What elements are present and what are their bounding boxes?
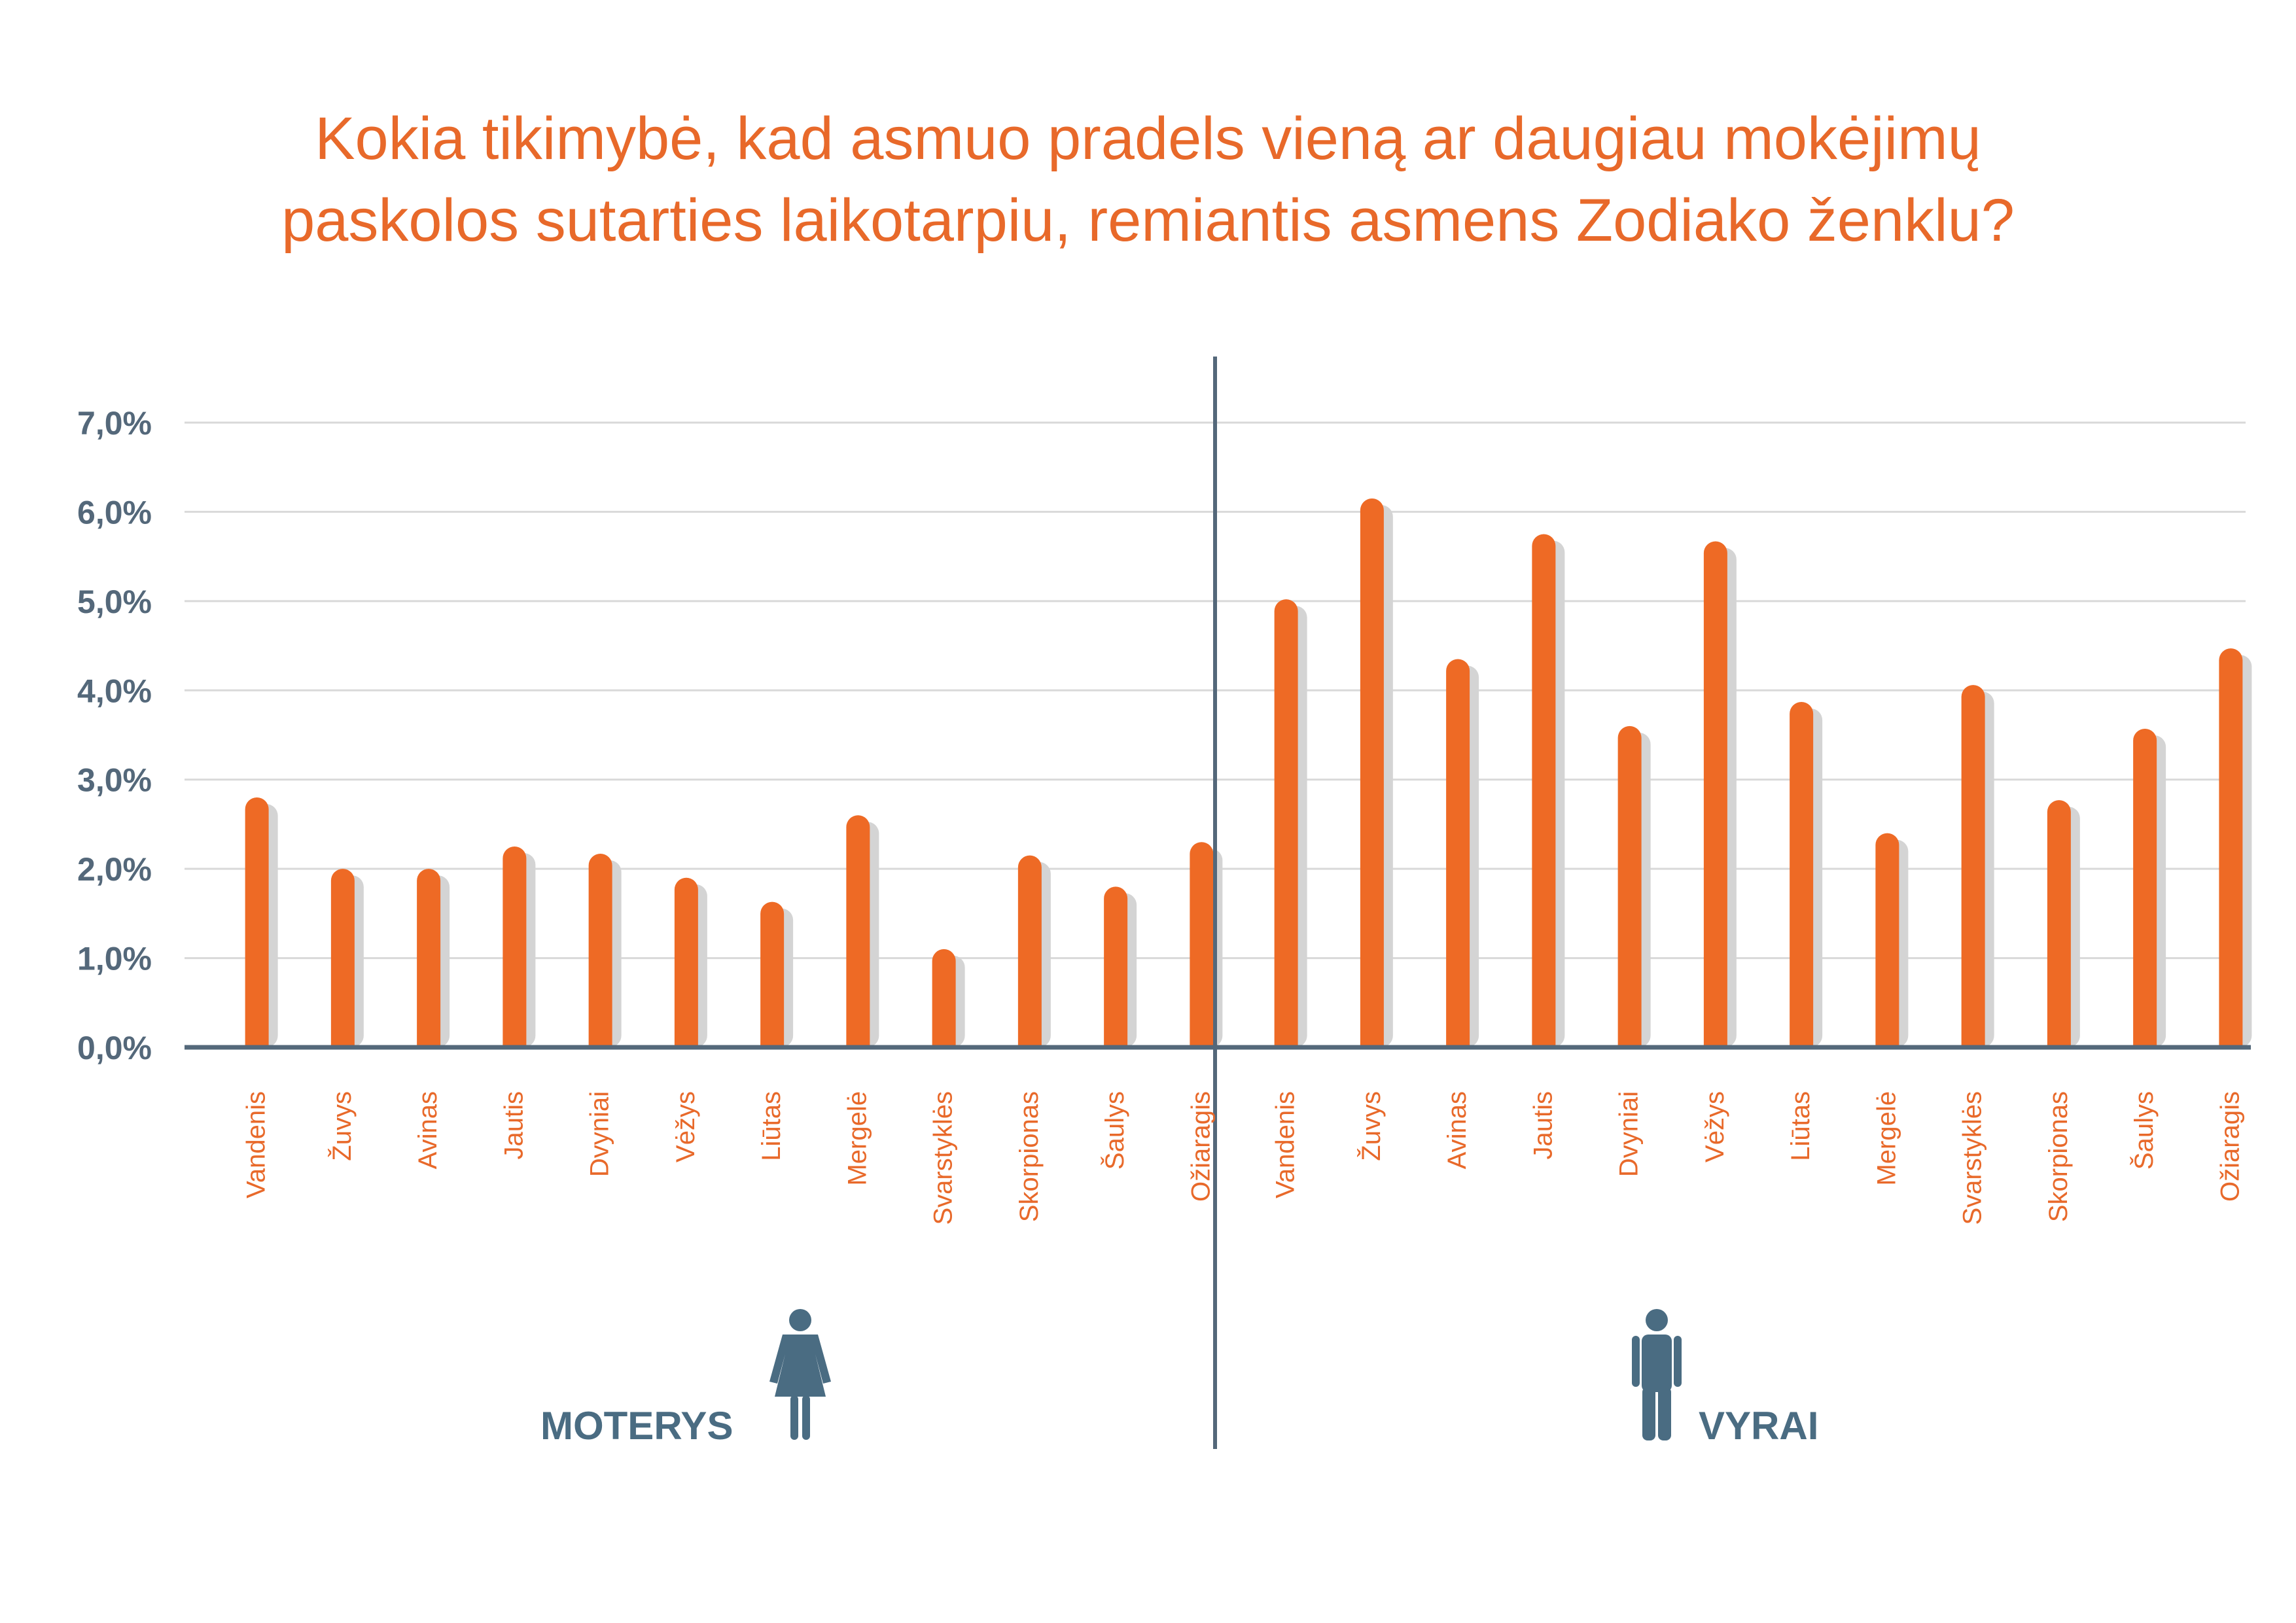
bar-women-Skorpionas bbox=[1017, 855, 1042, 1059]
category-label: Skorpionas bbox=[1015, 1091, 1044, 1222]
category-label: Skorpionas bbox=[2044, 1091, 2073, 1222]
y-tick-label: 6,0% bbox=[77, 494, 152, 531]
bar-women-Vandenis bbox=[245, 797, 269, 1059]
axes bbox=[185, 357, 2251, 1449]
category-label: Vėžys bbox=[671, 1091, 700, 1162]
bar-men-Dvyniai bbox=[1617, 725, 1642, 1059]
bar-men-Liūtas bbox=[1790, 702, 1814, 1059]
bar-men-Žuvys bbox=[1360, 498, 1384, 1059]
group-label-men: VYRAI bbox=[1699, 1404, 1818, 1448]
bar-men-Skorpionas bbox=[2047, 800, 2071, 1059]
y-tick-label: 4,0% bbox=[77, 672, 152, 709]
category-label: Žuvys bbox=[327, 1091, 357, 1161]
y-tick-label: 2,0% bbox=[77, 851, 152, 888]
category-label: Avinas bbox=[414, 1091, 442, 1169]
bar-women-Avinas bbox=[417, 869, 441, 1059]
bar-men-Mergelė bbox=[1875, 833, 1899, 1059]
bar-women-Žuvys bbox=[330, 869, 355, 1059]
category-label: Vandenis bbox=[1271, 1091, 1300, 1198]
category-label: Mergelė bbox=[843, 1091, 872, 1186]
chart-title-line-2: paskolos sutarties laikotarpiu, remianti… bbox=[281, 187, 2015, 254]
bar-women-Vėžys bbox=[674, 877, 698, 1059]
y-tick-label: 5,0% bbox=[77, 584, 152, 620]
bar-women-Liūtas bbox=[760, 901, 785, 1059]
man-icon bbox=[1632, 1309, 1682, 1440]
category-label: Vėžys bbox=[1701, 1091, 1729, 1162]
group-label-women: MOTERYS bbox=[540, 1404, 733, 1448]
chart-title: Kokia tikimybė, kad asmuo pradels vieną … bbox=[0, 98, 2296, 262]
category-label: Vandenis bbox=[242, 1091, 271, 1198]
bar-men-Ožiaragis bbox=[2219, 648, 2243, 1059]
bar-women-Svarstyklės bbox=[932, 949, 956, 1059]
bar-women-Šaulys bbox=[1104, 886, 1128, 1059]
y-axis-ticks: 0,0% 1,0% 2,0% 3,0% 4,0% 5,0% 6,0% 7,0% bbox=[77, 405, 152, 1066]
baseline-mask bbox=[185, 1049, 2252, 1075]
chart-title-line-1: Kokia tikimybė, kad asmuo pradels vieną … bbox=[315, 105, 1981, 172]
bar-women-Jautis bbox=[503, 846, 527, 1059]
bar-women-Dvyniai bbox=[588, 853, 612, 1059]
bar-men-Vandenis bbox=[1274, 599, 1298, 1059]
category-label: Šaulys bbox=[2129, 1091, 2159, 1170]
category-label: Svarstyklės bbox=[929, 1091, 958, 1225]
category-label: Žuvys bbox=[1356, 1091, 1386, 1161]
category-label: Šaulys bbox=[1100, 1091, 1129, 1170]
category-labels: Vandenis Žuvys Avinas Jautis Dvyniai Vėžys Liū… bbox=[242, 1091, 2245, 1225]
bar-men-Avinas bbox=[1446, 659, 1470, 1059]
category-label: Jautis bbox=[1528, 1091, 1557, 1160]
bar-women-Ožiaragis bbox=[1190, 842, 1214, 1059]
category-label: Mergelė bbox=[1872, 1091, 1901, 1186]
category-label: Jautis bbox=[499, 1091, 528, 1160]
category-label: Dvyniai bbox=[586, 1091, 614, 1177]
bar-men-Svarstyklės bbox=[1961, 685, 1985, 1059]
bar-men-Šaulys bbox=[2133, 728, 2157, 1059]
bar-men-Jautis bbox=[1532, 534, 1556, 1059]
category-label: Avinas bbox=[1443, 1091, 1472, 1169]
y-tick-label: 7,0% bbox=[77, 405, 152, 442]
y-tick-label: 0,0% bbox=[77, 1030, 152, 1066]
woman-icon bbox=[769, 1309, 831, 1440]
y-tick-label: 1,0% bbox=[77, 941, 152, 977]
bar-men-Vėžys bbox=[1703, 541, 1727, 1059]
y-tick-label: 3,0% bbox=[77, 762, 152, 799]
category-label: Ožiaragis bbox=[1186, 1091, 1215, 1202]
category-label: Liūtas bbox=[757, 1091, 786, 1161]
bar-women-Mergelė bbox=[846, 815, 870, 1059]
category-label: Svarstyklės bbox=[1958, 1091, 1987, 1225]
category-label: Ožiaragis bbox=[2216, 1091, 2244, 1202]
bars bbox=[185, 498, 2252, 1075]
category-label: Dvyniai bbox=[1615, 1091, 1644, 1177]
category-label: Liūtas bbox=[1786, 1091, 1815, 1161]
